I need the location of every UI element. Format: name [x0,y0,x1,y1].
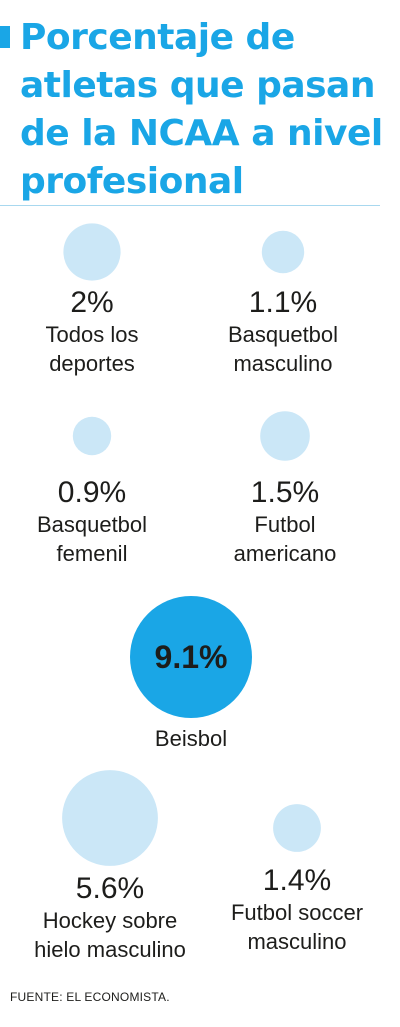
category-label: deportes [49,351,135,376]
bubble-mark [62,770,158,866]
bubble-group: 0.9% Basquetbol femenil [37,416,147,566]
source-note: FUENTE: EL ECONOMISTA. [10,990,170,1004]
bubble-group: 1.4% Futbol soccer masculino [231,804,363,954]
category-label: Beisbol [155,726,227,751]
bubble-mark [130,596,252,718]
bubble-group: 1.1% Basquetbol masculino [228,230,338,376]
value-label: 1.1% [249,286,317,319]
category-label: masculino [247,929,346,954]
category-label: masculino [233,351,332,376]
bubble-mark [260,411,310,461]
category-label: Hockey sobre [43,908,178,933]
category-label: Todos los [46,322,139,347]
bubble-group: 9.1% Beisbol [130,596,252,751]
value-label: 2% [70,286,113,319]
bubble-mark [63,223,121,281]
value-label: 5.6% [76,872,144,905]
value-label: 9.1% [155,639,228,675]
value-label: 0.9% [58,476,126,509]
category-label: americano [234,541,337,566]
bubble-group: 2% Todos los deportes [46,223,139,376]
category-label: Basquetbol [228,322,338,347]
category-label: Basquetbol [37,512,147,537]
title-divider [0,205,380,206]
category-label: Futbol [254,512,315,537]
bubble-group: 1.5% Futbol americano [234,411,337,566]
value-label: 1.5% [251,476,319,509]
category-label: hielo masculino [34,937,186,962]
bubble-mark [273,804,321,852]
bubble-mark [72,416,112,456]
category-label: Futbol soccer [231,900,363,925]
bubble-group: 5.6% Hockey sobre hielo masculino [34,770,186,962]
category-label: femenil [57,541,128,566]
value-label: 1.4% [263,864,331,897]
bubble-mark [261,230,305,274]
title-accent-bar [0,26,10,48]
chart-title: Porcentaje de atletas que pasan de la NC… [20,17,383,202]
